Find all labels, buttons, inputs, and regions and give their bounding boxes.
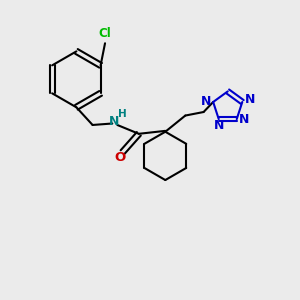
Text: Cl: Cl: [99, 27, 111, 40]
Text: N: N: [109, 115, 119, 128]
Text: H: H: [118, 109, 126, 119]
Text: O: O: [114, 151, 125, 164]
Text: N: N: [239, 113, 249, 126]
Text: N: N: [201, 95, 211, 109]
Text: N: N: [244, 93, 255, 106]
Text: N: N: [214, 119, 224, 132]
